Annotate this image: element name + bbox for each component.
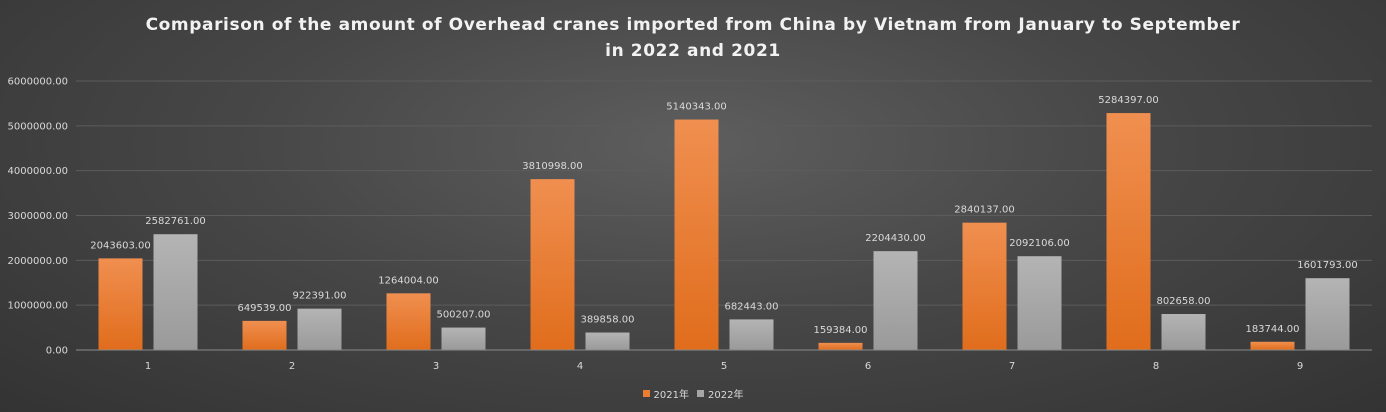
data-label-2021: 159384.00 [813, 325, 867, 336]
data-label-2022: 682443.00 [724, 301, 778, 312]
legend-label-2021: 2021年 [653, 390, 689, 401]
x-tick-label: 5 [721, 361, 727, 372]
bar-2022 [1305, 278, 1350, 350]
bar-2021 [242, 320, 287, 350]
y-tick-label: 3000000.00 [8, 211, 68, 222]
data-label-2021: 5140343.00 [666, 102, 726, 113]
legend-swatch-2021 [642, 390, 650, 397]
x-tick-label: 7 [1009, 361, 1015, 372]
bar-2021 [386, 293, 431, 350]
x-tick-label: 1 [145, 361, 151, 372]
y-tick-label: 1000000.00 [8, 301, 68, 312]
x-tick-label: 9 [1297, 361, 1303, 372]
legend-swatch-2022 [697, 390, 704, 397]
y-tick-label: 4000000.00 [8, 166, 68, 177]
chart-title-line-1: Comparison of the amount of Overhead cra… [145, 15, 1241, 35]
data-label-2022: 500207.00 [436, 310, 490, 321]
data-label-2021: 183744.00 [1245, 324, 1299, 335]
bar-2021 [674, 119, 719, 350]
data-label-2021: 649539.00 [237, 303, 291, 314]
data-label-2022: 2092106.00 [1009, 238, 1069, 249]
x-tick-label: 8 [1153, 361, 1159, 372]
bar-2021 [962, 222, 1007, 350]
bar-2021 [1106, 113, 1151, 350]
chart-title-line-2: in 2022 and 2021 [605, 41, 781, 61]
bar-2021 [530, 179, 575, 350]
data-label-2022: 922391.00 [292, 291, 346, 302]
bar-2022 [1017, 256, 1062, 350]
bar-2021 [98, 258, 143, 350]
data-label-2022: 389858.00 [580, 315, 634, 326]
y-tick-label: 6000000.00 [8, 77, 68, 88]
data-label-2021: 5284397.00 [1098, 95, 1158, 106]
y-tick-label: 0.00 [46, 346, 68, 357]
bar-2021 [1250, 341, 1295, 350]
x-tick-label: 6 [865, 361, 871, 372]
bar-2022 [729, 319, 774, 350]
legend-item-2021[interactable]: 2021年 [642, 386, 689, 401]
bar-2022 [297, 308, 342, 350]
bar-2022 [441, 327, 486, 350]
data-label-2022: 802658.00 [1156, 296, 1210, 307]
data-label-2021: 2043603.00 [90, 240, 150, 251]
bar-2022 [153, 234, 198, 350]
bar-2022 [1161, 314, 1206, 350]
data-label-2022: 1601793.00 [1297, 260, 1357, 271]
x-tick-label: 4 [577, 361, 583, 372]
x-tick-label: 2 [289, 361, 295, 372]
data-label-2022: 2204430.00 [865, 233, 925, 244]
y-tick-label: 5000000.00 [8, 121, 68, 132]
bar-2022 [873, 251, 918, 350]
data-label-2021: 3810998.00 [522, 161, 582, 172]
chart-title: Comparison of the amount of Overhead cra… [93, 12, 1293, 64]
legend-label-2022: 2022年 [708, 390, 744, 401]
data-label-2021: 1264004.00 [378, 275, 438, 286]
legend: 2021年 2022年 [0, 386, 1386, 401]
y-tick-label: 2000000.00 [8, 256, 68, 267]
bar-2021 [818, 342, 863, 350]
data-label-2022: 2582761.00 [145, 216, 205, 227]
bar-2022 [585, 332, 630, 350]
data-label-2021: 2840137.00 [954, 205, 1014, 216]
x-tick-label: 3 [433, 361, 439, 372]
legend-item-2022[interactable]: 2022年 [697, 386, 743, 401]
